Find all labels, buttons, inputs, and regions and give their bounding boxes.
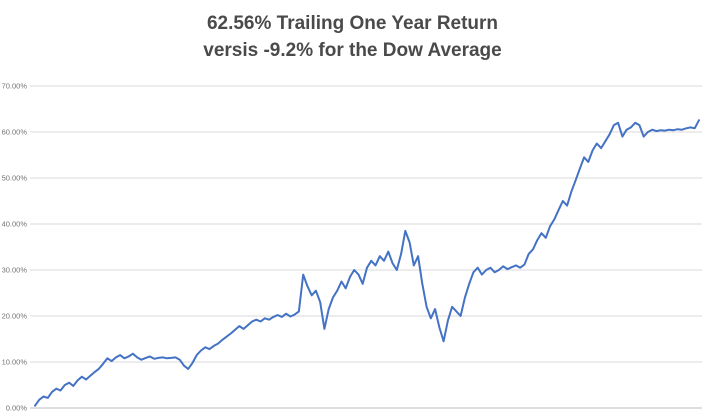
chart-plot-area: 0.00% 10.00% 20.00% 30.00% 40.00% 50.00% 60.00… — [2, 82, 702, 413]
y-tick-label: 70.00% — [2, 82, 28, 91]
y-tick-label: 20.00% — [2, 312, 28, 321]
chart-title: 62.56% Trailing One Year Return versis -… — [0, 10, 705, 64]
chart-title-line1: 62.56% Trailing One Year Return — [206, 13, 499, 34]
y-tick-label: 60.00% — [2, 128, 28, 137]
y-tick-label: 10.00% — [2, 358, 28, 367]
chart-title-line2: versis -9.2% for the Dow Average — [203, 40, 502, 61]
y-tick-label: 0.00% — [6, 404, 28, 413]
y-tick-label: 40.00% — [2, 220, 28, 229]
trailing-return-line-series — [34, 119, 700, 407]
y-tick-label: 30.00% — [2, 266, 28, 275]
y-tick-label: 50.00% — [2, 174, 28, 183]
